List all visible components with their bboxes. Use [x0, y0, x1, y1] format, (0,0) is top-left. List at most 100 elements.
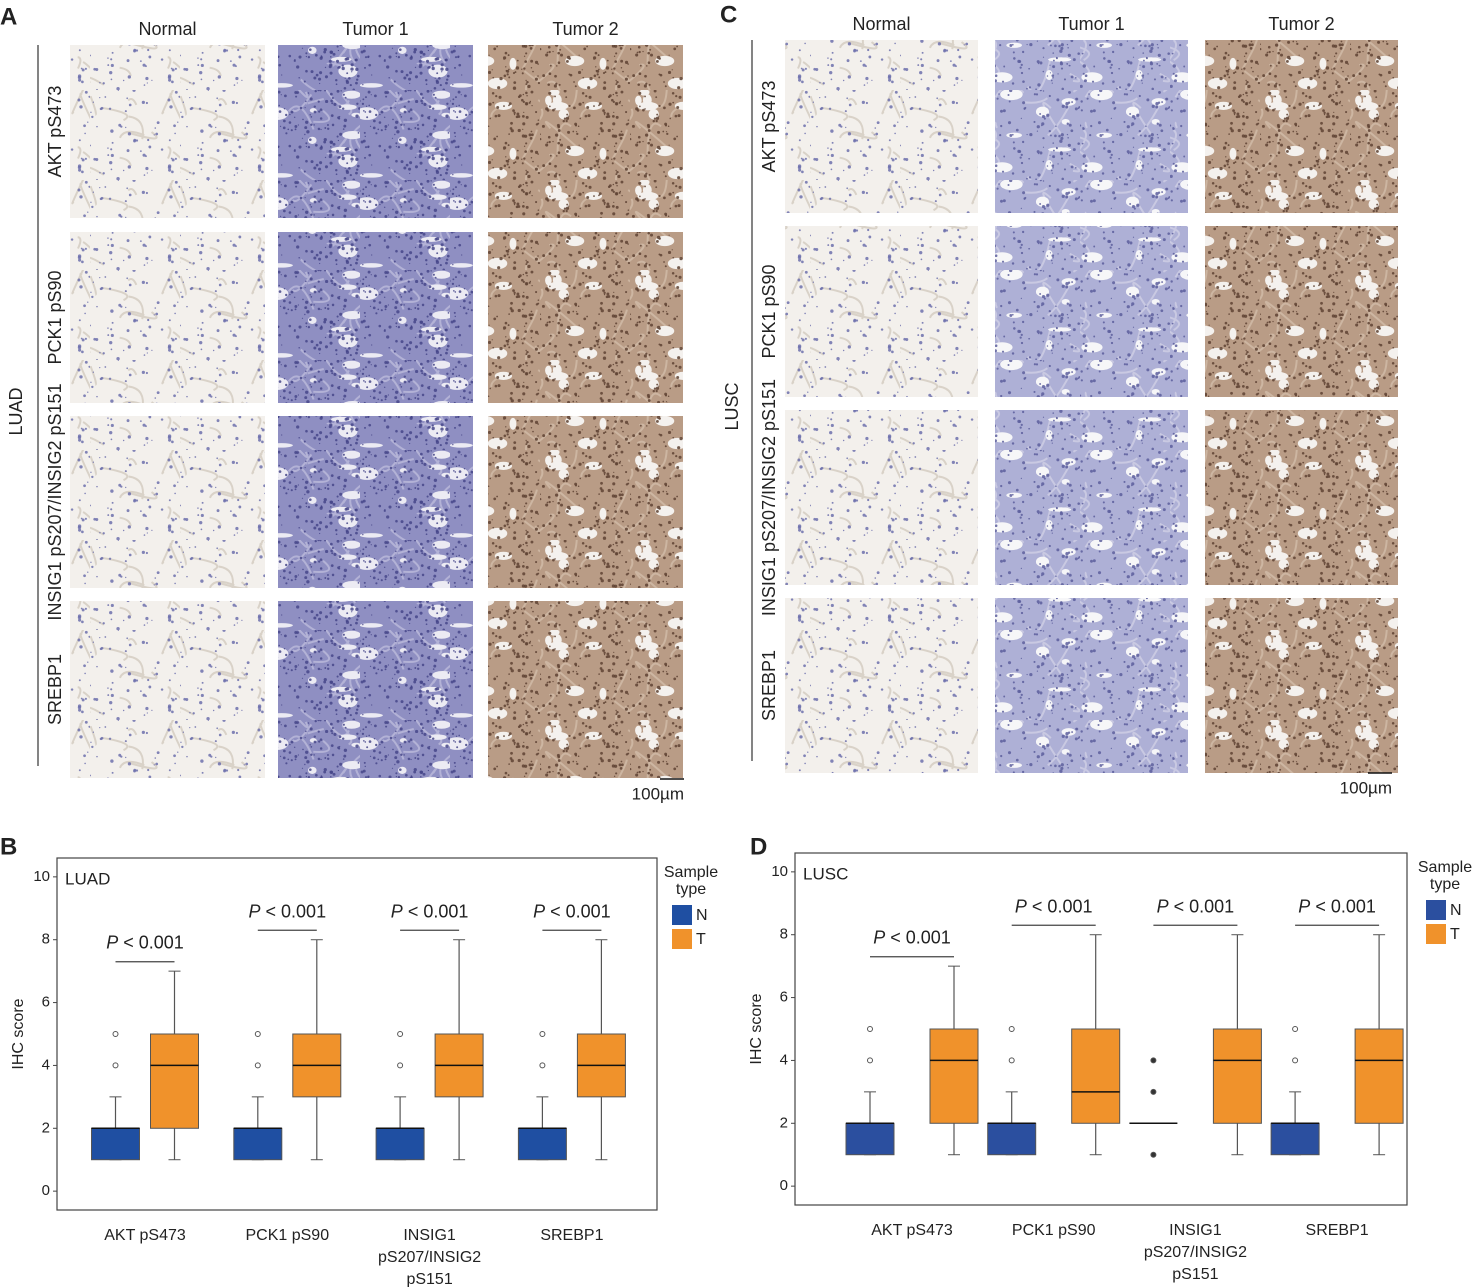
row-label: PCK1 pS90 [45, 270, 65, 364]
panel-letter: A [0, 3, 17, 30]
box [91, 1127, 140, 1161]
column-header: Normal [852, 14, 910, 34]
p-value-text: < 0.001 [1027, 896, 1093, 916]
ihc-image [1205, 410, 1398, 585]
p-value-symbol: P [1298, 896, 1310, 916]
row-label: SREBP1 [45, 654, 65, 725]
y-tick-label: 6 [780, 989, 788, 1006]
p-value: P < 0.001 [873, 927, 951, 947]
ihc-image [278, 416, 473, 588]
outlier [539, 1031, 546, 1037]
x-tick-label: INSIG1 pS207/INSIG2 pS151 [1144, 1222, 1247, 1283]
ihc-image [995, 598, 1188, 773]
outlier [1292, 1026, 1299, 1032]
legend-swatch [672, 929, 692, 949]
outlier [867, 1026, 873, 1032]
row-label: PCK1 pS90 [759, 264, 779, 358]
ihc-image [995, 410, 1188, 585]
box [1354, 1028, 1404, 1124]
x-tick-label: SREBP1 [540, 1227, 603, 1244]
ihc-image [488, 416, 683, 588]
y-tick-label: 0 [780, 1177, 788, 1194]
p-value-text: < 0.001 [261, 901, 327, 921]
outlier [1292, 1057, 1299, 1064]
ihc-image [488, 601, 683, 778]
y-tick-label: 10 [33, 868, 50, 885]
legend-label: T [1450, 926, 1460, 943]
legend-label: N [1450, 902, 1462, 919]
outlier [1008, 1057, 1015, 1064]
scale-bar-label: 100µm [632, 784, 684, 803]
y-axis-label: IHC score [748, 993, 765, 1064]
box [845, 1122, 895, 1156]
p-value-symbol: P [873, 927, 885, 947]
outlier [397, 1031, 404, 1037]
ihc-image [278, 601, 473, 778]
p-value-symbol: P [249, 901, 261, 921]
p-value: P < 0.001 [391, 901, 469, 921]
y-tick-label: 10 [771, 863, 788, 880]
p-value-text: < 0.001 [885, 927, 951, 947]
x-tick-label: INSIG1 pS207/INSIG2 pS151 [378, 1227, 481, 1287]
p-value-text: < 0.001 [403, 901, 469, 921]
group-label: LUAD [6, 387, 26, 435]
p-value-text: < 0.001 [1310, 896, 1376, 916]
column-header: Tumor 1 [1058, 14, 1124, 34]
legend-title: Sample type [1418, 859, 1472, 893]
x-tick-label: PCK1 pS90 [245, 1227, 329, 1244]
box [375, 1127, 425, 1161]
x-tick-label: AKT pS473 [104, 1227, 186, 1244]
p-value-symbol: P [1015, 896, 1027, 916]
box [1270, 1122, 1320, 1156]
legend-swatch [1426, 900, 1446, 920]
row-label: AKT pS473 [759, 81, 779, 173]
outlier [397, 1062, 404, 1069]
panel-letter: B [0, 833, 17, 860]
outlier [254, 1031, 261, 1037]
box [1071, 1028, 1121, 1124]
ihc-image [1205, 598, 1398, 773]
chart-title: LUAD [65, 869, 110, 888]
ihc-image [70, 416, 265, 588]
box [233, 1127, 283, 1161]
outlier [867, 1057, 873, 1064]
p-value: P < 0.001 [1015, 896, 1093, 916]
scale-bar-label: 100µm [1340, 778, 1392, 797]
panel-letter: D [750, 833, 767, 860]
chart-title: LUSC [803, 864, 848, 883]
legend-label: N [696, 907, 708, 924]
plot-frame [56, 857, 658, 1211]
column-header: Tumor 1 [342, 19, 408, 39]
row-label: SREBP1 [759, 650, 779, 721]
y-tick-label: 4 [780, 1051, 788, 1068]
ihc-image [488, 45, 683, 218]
box [929, 1028, 979, 1124]
legend-title: Sample type [664, 864, 718, 898]
p-value-text: < 0.001 [118, 932, 184, 952]
ihc-image [785, 226, 978, 397]
row-label: INSIG1 pS207/INSIG2 pS151 [759, 379, 779, 616]
outlier [1150, 1151, 1157, 1158]
ihc-image [785, 410, 978, 585]
outlier [254, 1062, 261, 1069]
ihc-image [1205, 40, 1398, 213]
ihc-image [1205, 226, 1398, 397]
x-tick-label: SREBP1 [1306, 1222, 1369, 1239]
outlier [1008, 1026, 1015, 1032]
p-value-symbol: P [106, 932, 118, 952]
p-value: P < 0.001 [106, 932, 184, 952]
box [150, 1033, 199, 1129]
panel-letter: C [720, 1, 737, 28]
row-label: INSIG1 pS207/INSIG2 pS151 [45, 383, 65, 620]
ihc-image [70, 45, 265, 218]
y-tick-label: 2 [780, 1114, 788, 1131]
p-value-text: < 0.001 [545, 901, 611, 921]
p-value-symbol: P [533, 901, 545, 921]
ihc-image [278, 232, 473, 403]
p-value-text: < 0.001 [1169, 896, 1235, 916]
box [517, 1127, 567, 1161]
ihc-image [70, 232, 265, 403]
outlier [1150, 1057, 1157, 1064]
ihc-image [70, 601, 265, 778]
plot-frame [794, 852, 1408, 1206]
